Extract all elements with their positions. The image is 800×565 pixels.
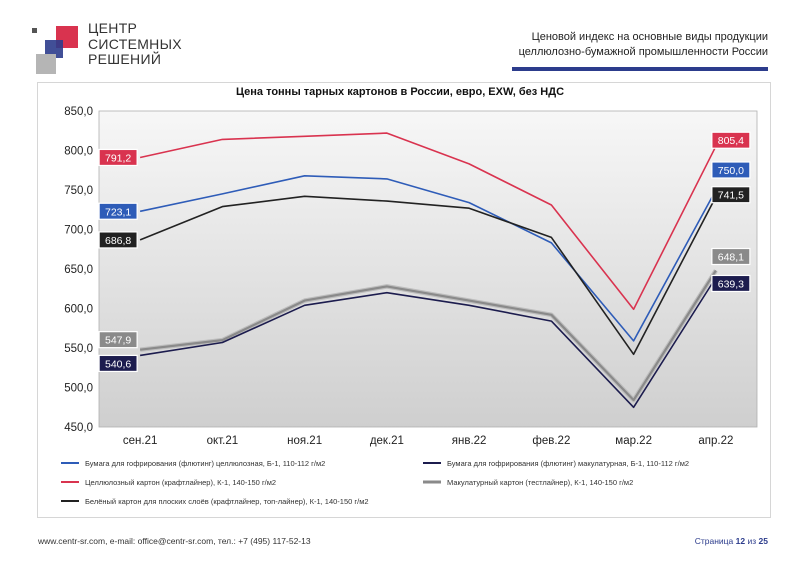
company-logo (30, 20, 190, 80)
data-label-box (98, 331, 138, 349)
data-label: 540,6 (105, 358, 131, 370)
footer-contacts: www.centr-sr.com, e-mail: office@centr-s… (38, 536, 311, 546)
logo-line-1: ЦЕНТР (88, 20, 138, 36)
data-label: 686,8 (105, 235, 131, 247)
page-number: Страница 12 из 25 (695, 536, 768, 546)
y-tick-label: 650,0 (64, 264, 93, 276)
series-line (139, 175, 717, 342)
page-word: Страница (694, 536, 734, 546)
data-label: 805,4 (718, 135, 744, 147)
series-line (139, 277, 717, 409)
report-title: Ценовой индекс на основные виды продукци… (408, 30, 768, 60)
data-label-box (98, 202, 138, 220)
logo-blue-square (45, 40, 63, 58)
data-label-box (711, 131, 751, 149)
logo-small-square (32, 28, 37, 33)
page-current: 12 (735, 536, 746, 546)
legend-label: Бумага для гофрирования (флютинг) целлюл… (85, 459, 325, 468)
page-of: из (747, 536, 757, 546)
x-tick-label: янв.22 (452, 435, 487, 447)
data-label: 547,9 (105, 335, 131, 347)
x-tick-label: дек.21 (370, 435, 404, 447)
data-label-box (711, 247, 751, 266)
data-label: 791,2 (105, 152, 131, 164)
data-label: 741,5 (718, 190, 744, 202)
data-label-box (711, 186, 751, 204)
y-tick-label: 850,0 (64, 106, 93, 118)
data-label: 723,1 (105, 206, 131, 218)
data-label: 648,1 (718, 252, 744, 264)
series-line (139, 269, 717, 402)
logo-gray-square (36, 54, 56, 74)
y-tick-label: 500,0 (64, 383, 93, 395)
y-tick-label: 450,0 (64, 422, 93, 434)
x-tick-label: мар.22 (615, 435, 652, 447)
x-tick-label: ноя.21 (287, 435, 322, 447)
data-label: 639,3 (718, 278, 744, 290)
data-label-box (711, 274, 751, 293)
data-label-box (98, 354, 138, 373)
chart-title: Цена тонны тарных картонов в России, евр… (235, 86, 565, 98)
legend-label: Бумага для гофрирования (флютинг) макула… (447, 459, 689, 468)
header-accent-bar (512, 67, 768, 71)
data-label-box (98, 148, 138, 167)
report-title-line-1: Ценовой индекс на основные виды продукци… (531, 31, 768, 43)
logo-mark (32, 26, 78, 74)
legend-label: Целлюлозный картон (крафтлайнер), К-1, 1… (85, 478, 276, 487)
report-title-line-2: целлюлозно-бумажной промышленности Росси… (518, 46, 768, 58)
logo-line-3: РЕШЕНИЙ (88, 51, 162, 67)
data-label-box (98, 231, 138, 249)
logo-line-2: СИСТЕМНЫХ (88, 35, 182, 52)
x-tick-label: сен.21 (123, 435, 157, 447)
x-tick-label: окт.21 (207, 435, 239, 447)
x-tick-label: фев.22 (532, 435, 570, 447)
legend-label: Макулатурный картон (тестлайнер), К-1, 1… (447, 478, 633, 487)
series-line (139, 132, 717, 311)
page-total: 25 (758, 536, 768, 546)
y-tick-label: 800,0 (64, 146, 93, 158)
x-tick-label: апр.22 (698, 435, 733, 447)
y-tick-label: 550,0 (64, 343, 93, 355)
data-label-box (711, 161, 751, 179)
y-tick-label: 750,0 (64, 185, 93, 197)
legend-label: Белёный картон для плоских слоёв (крафтл… (85, 497, 369, 506)
series-line (139, 195, 717, 356)
plot-area (98, 110, 758, 428)
data-label: 750,0 (718, 165, 744, 177)
price-line-chart: 850,0 800,0 750,0 700,0 650,0 600,0 550,0 500,0… (61, 106, 758, 506)
y-tick-label: 600,0 (64, 304, 93, 316)
logo-text: ЦЕНТР СИСТЕМНЫХ РЕШЕНИЙ (88, 20, 182, 68)
y-tick-label: 700,0 (64, 225, 93, 237)
